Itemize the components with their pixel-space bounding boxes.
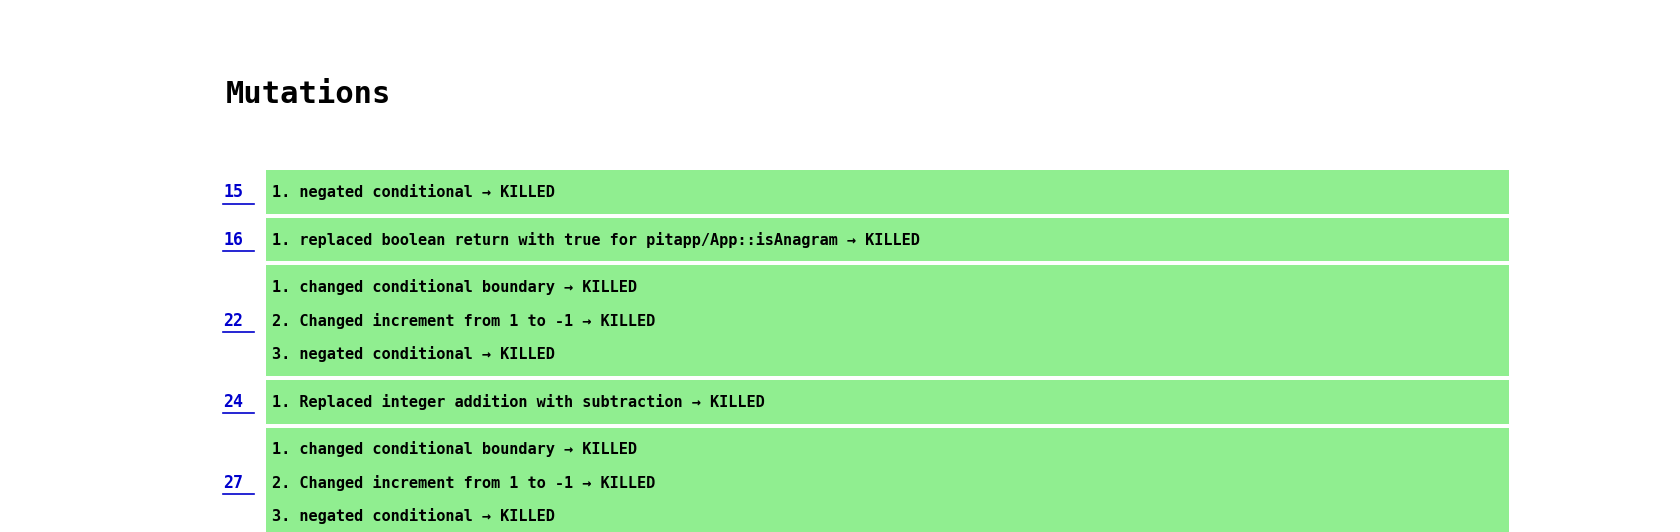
Text: 1. replaced boolean return with true for pitapp/App::isAnagram → KILLED: 1. replaced boolean return with true for… xyxy=(272,231,921,247)
FancyBboxPatch shape xyxy=(265,380,1509,423)
FancyBboxPatch shape xyxy=(265,428,1509,532)
Text: 3. negated conditional → KILLED: 3. negated conditional → KILLED xyxy=(272,346,556,362)
Text: 1. Replaced integer addition with subtraction → KILLED: 1. Replaced integer addition with subtra… xyxy=(272,394,766,410)
Text: 22: 22 xyxy=(223,312,244,330)
Text: 16: 16 xyxy=(223,230,244,248)
Text: 2. Changed increment from 1 to -1 → KILLED: 2. Changed increment from 1 to -1 → KILL… xyxy=(272,475,655,491)
FancyBboxPatch shape xyxy=(265,170,1509,214)
Text: 15: 15 xyxy=(223,183,244,201)
Text: 3. negated conditional → KILLED: 3. negated conditional → KILLED xyxy=(272,509,556,525)
Text: 27: 27 xyxy=(223,474,244,492)
Text: 1. changed conditional boundary → KILLED: 1. changed conditional boundary → KILLED xyxy=(272,442,637,458)
Text: 24: 24 xyxy=(223,393,244,411)
Text: 1. changed conditional boundary → KILLED: 1. changed conditional boundary → KILLED xyxy=(272,279,637,295)
Text: Mutations: Mutations xyxy=(225,80,391,109)
Text: 2. Changed increment from 1 to -1 → KILLED: 2. Changed increment from 1 to -1 → KILL… xyxy=(272,313,655,329)
Text: 1. negated conditional → KILLED: 1. negated conditional → KILLED xyxy=(272,184,556,200)
FancyBboxPatch shape xyxy=(265,218,1509,261)
FancyBboxPatch shape xyxy=(265,265,1509,376)
